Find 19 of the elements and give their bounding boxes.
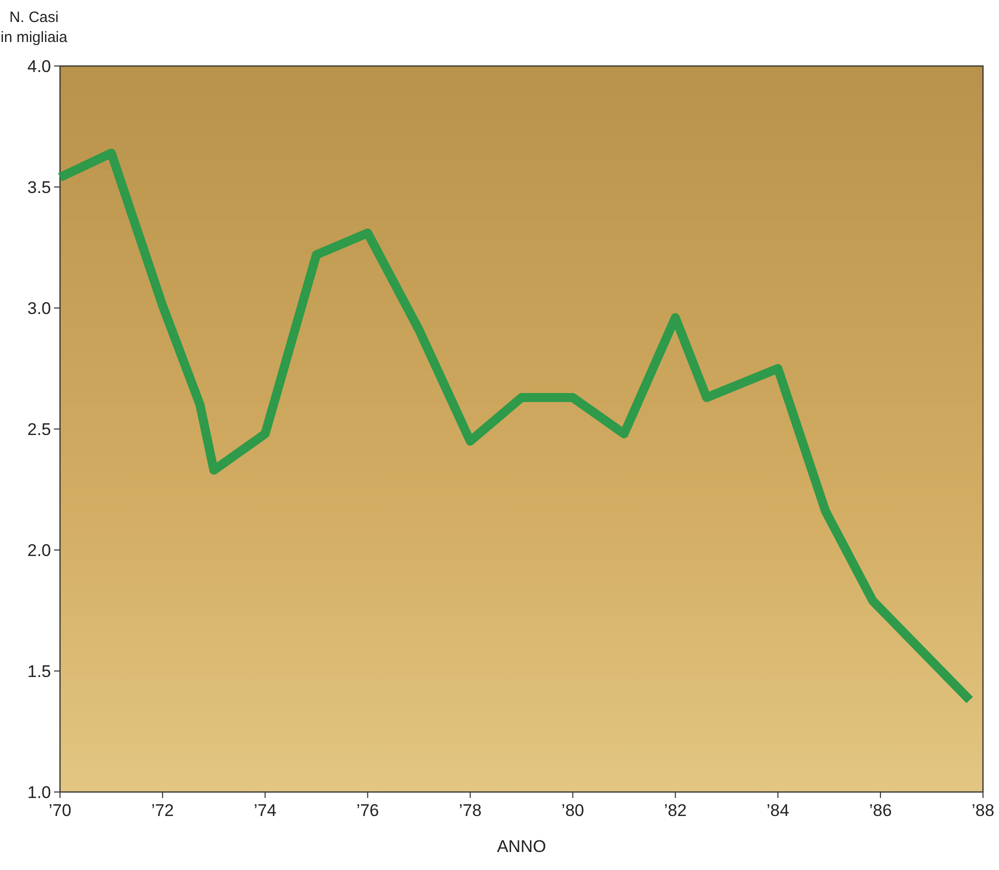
x-tick-label: ’88 — [972, 801, 994, 820]
y-tick-label: 1.0 — [27, 782, 51, 802]
x-tick-label: ’78 — [458, 801, 482, 820]
y-tick-label: 3.5 — [27, 178, 51, 197]
x-tick-label: ’72 — [151, 801, 174, 820]
x-tick-label: ’86 — [869, 801, 892, 820]
x-tick-label: ’74 — [254, 801, 276, 820]
y-axis-title: N. Casi in migliaia — [0, 9, 68, 46]
y-tick-label: 1.5 — [27, 662, 51, 681]
x-tick-label: ’82 — [664, 801, 687, 820]
x-tick-label: ’84 — [766, 801, 790, 820]
y-tick-label: 3.0 — [27, 298, 51, 318]
x-axis-title: ANNO — [496, 837, 546, 856]
x-tick-label: ’70 — [48, 801, 72, 820]
x-tick-label: ’80 — [561, 801, 584, 820]
y-tick-label: 2.5 — [27, 420, 51, 439]
x-tick-label: ’76 — [356, 801, 380, 820]
y-tick-label: 4.0 — [27, 56, 51, 76]
y-tick-label: 2.0 — [27, 540, 51, 560]
